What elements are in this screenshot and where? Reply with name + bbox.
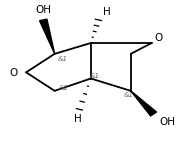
Text: &1: &1: [58, 85, 69, 91]
Polygon shape: [40, 19, 55, 54]
Text: O: O: [155, 33, 163, 43]
Text: O: O: [10, 68, 18, 78]
Text: &1: &1: [124, 92, 134, 98]
Text: OH: OH: [35, 5, 51, 15]
Text: &1: &1: [90, 73, 100, 79]
Text: &1: &1: [58, 56, 68, 62]
Text: H: H: [103, 7, 111, 17]
Polygon shape: [131, 91, 157, 116]
Text: H: H: [74, 114, 81, 124]
Text: OH: OH: [159, 117, 175, 127]
